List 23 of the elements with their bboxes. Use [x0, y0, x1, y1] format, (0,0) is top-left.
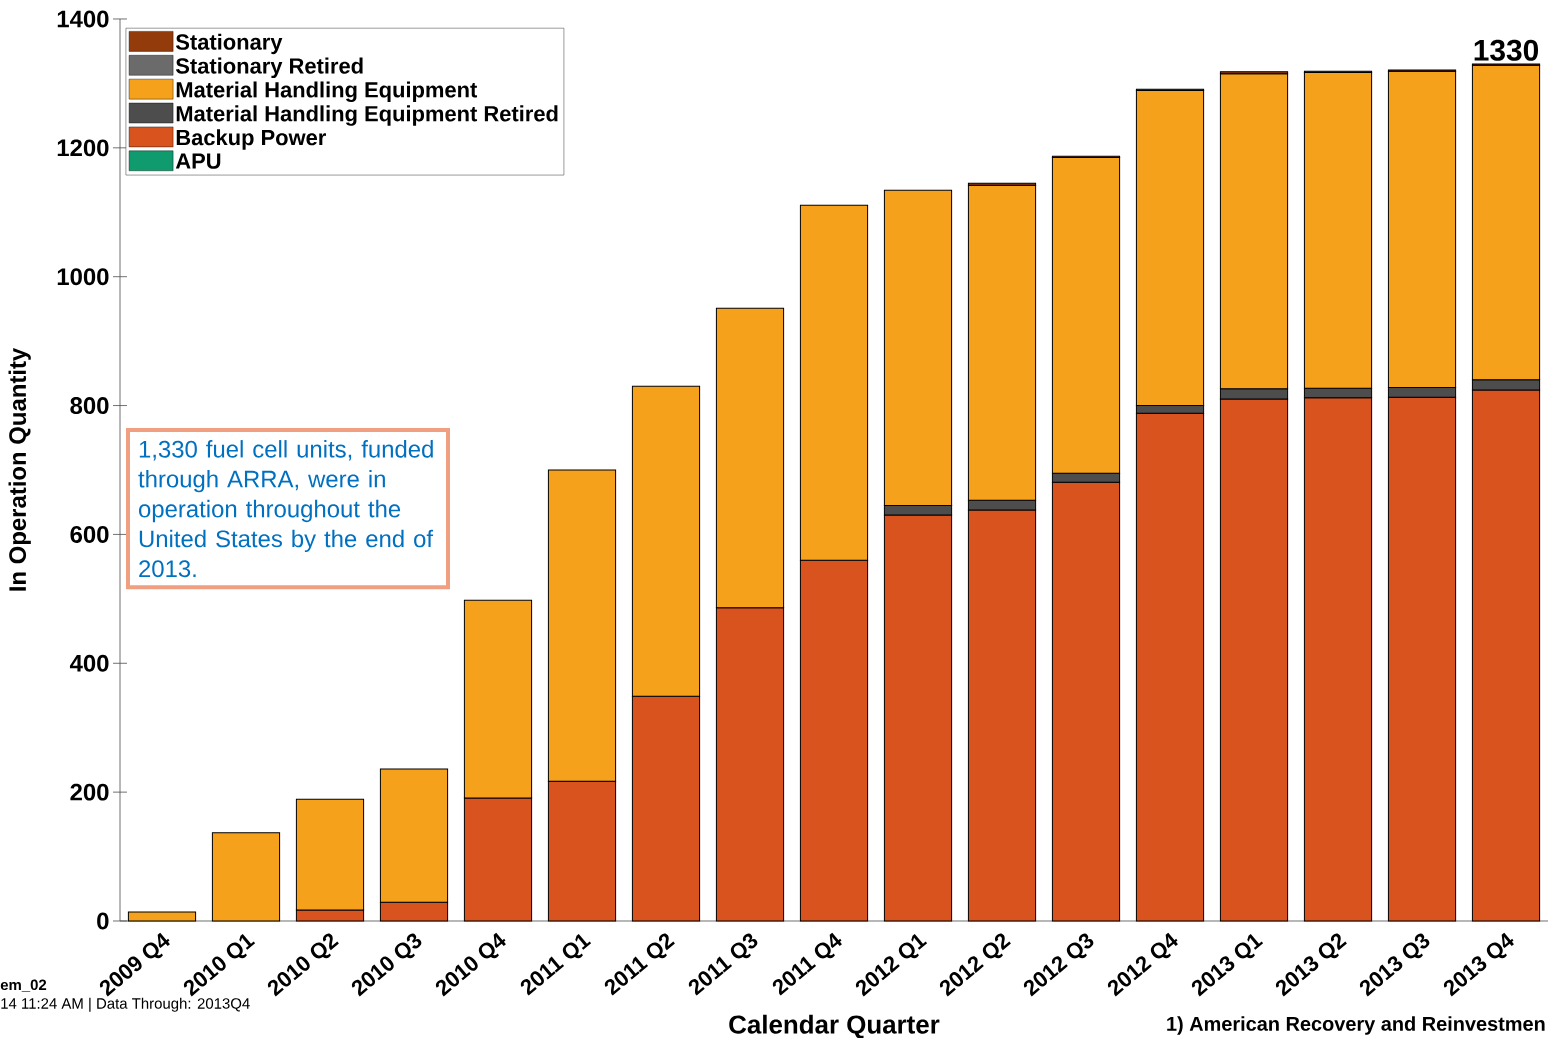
legend-label: APU	[175, 153, 221, 169]
text: 1) American Recovery and Reinvestmen	[1167, 1016, 1545, 1035]
text: em_02	[0, 979, 47, 992]
legend-label: Stationary	[175, 33, 283, 55]
bar	[211, 832, 281, 922]
y-tick-label: 800	[70, 397, 109, 415]
text: 14 11:24 AM | Data Through: 2013Q4	[1, 997, 250, 1012]
x-axis-title: Calendar Quarter	[729, 1014, 940, 1038]
y-tick-label: 200	[70, 783, 109, 801]
y-tick-label: 1400	[57, 10, 109, 28]
y-tick-label: 1000	[57, 268, 109, 286]
y-tick-label: 1200	[57, 139, 109, 157]
y-tick-label: 600	[70, 525, 109, 543]
bar	[127, 911, 197, 922]
legend-label: Material Handling Equipment Retired	[176, 105, 558, 126]
legend-label: Backup Power	[176, 129, 326, 150]
total-label: 1330	[1474, 39, 1539, 61]
legend-label: Stationary Retired	[175, 57, 363, 79]
y-axis-title: In Operation Quantity	[8, 347, 31, 591]
legend-label: Material Handling Equipment	[176, 81, 478, 102]
annotation: 1,330 fuel cell units, funded through ARRA, were in operation throughout the United States by the end of 2013.	[138, 440, 434, 578]
y-tick-label: 400	[69, 654, 109, 672]
y-tick-label: 0	[97, 912, 109, 930]
